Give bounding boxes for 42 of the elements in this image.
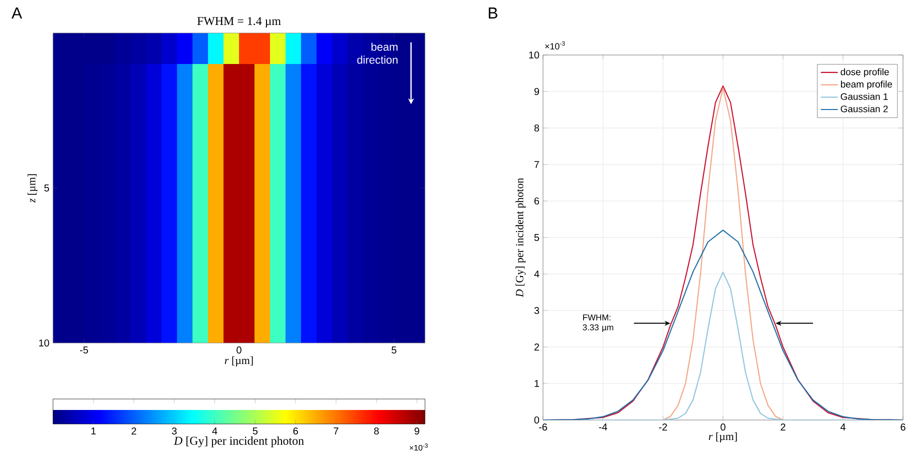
x-axis-title: r [µm] [224, 356, 253, 366]
color-bar-label: 8 [374, 428, 379, 435]
y-tick-label: 7 [534, 161, 539, 168]
y-tick-label: 10 [39, 339, 50, 347]
y-axis-title: D [Gy] per incident photon [516, 178, 526, 298]
x-tick-label: -4 [599, 424, 608, 430]
color-bar-label: 3 [172, 428, 177, 435]
legend-label: Gaussian 1 [840, 92, 888, 100]
y-tick-label: 0 [534, 416, 540, 424]
x-tick-label: 0 [720, 424, 726, 431]
annotation: beam direction [357, 42, 398, 64]
legend-label: dose profile [840, 68, 889, 78]
color-bar-title: D [Gy] per incident photon [174, 436, 304, 448]
x-tick-label: -5 [80, 346, 88, 354]
x-tick-label: -6 [539, 424, 548, 431]
x-tick-label: 0 [236, 346, 242, 354]
text: ×10$^{-3}$ [545, 41, 565, 50]
x-tick-label: 2 [780, 424, 786, 430]
text: B [488, 8, 498, 18]
y-tick-label: 1 [534, 380, 540, 387]
y-tick-label: 10 [529, 51, 540, 59]
legend-label: Gaussian 2 [840, 105, 888, 112]
color-bar-label: 1 [91, 428, 96, 434]
x-axis-title: r [µm] [708, 432, 737, 442]
chart-title: FWHM = 1.4 µm [197, 17, 281, 28]
y-tick-label: 6 [534, 197, 540, 205]
y-tick-label: 8 [534, 124, 540, 132]
y-tick-label: 5 [534, 234, 540, 241]
text: A [12, 8, 22, 18]
y-tick-label: 4 [534, 270, 540, 278]
x-tick-label: -2 [659, 424, 667, 430]
color-bar-label: 7 [334, 428, 338, 434]
x-tick-label: 6 [900, 424, 906, 431]
y-tick-label: 9 [534, 88, 540, 96]
line-series [543, 230, 904, 420]
x-tick-label: 5 [392, 346, 396, 354]
y-tick-label: 3 [534, 306, 540, 314]
annotation: FWHM: 3.33 µm [582, 314, 614, 332]
x-tick-label: 4 [840, 424, 846, 430]
legend-label: beam profile [840, 80, 892, 90]
y-axis-title: z [µm] [28, 174, 38, 203]
color-bar-label: 9 [414, 428, 420, 435]
